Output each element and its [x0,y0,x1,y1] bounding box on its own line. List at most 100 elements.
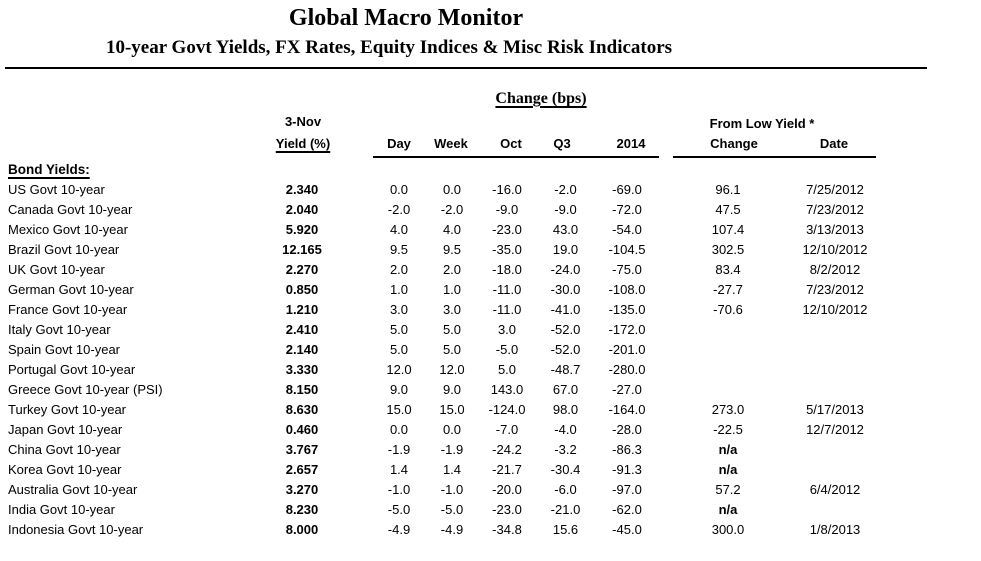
day-change-cell: -2.0 [387,202,411,217]
spacer-cell [658,460,674,480]
table-row: UK Govt 10-year 2.270 2.0 2.0 -18.0 -24.… [0,260,888,280]
oct-change-cell: -18.0 [492,262,522,277]
ytd-2014-change-cell: -45.0 [612,522,642,537]
oct-change-cell: -20.0 [492,482,522,497]
day-change-cell: -5.0 [387,502,411,517]
ytd-2014-column-header: 2014 [616,136,646,151]
week-change-cell: -1.0 [440,482,464,497]
spacer-cell [334,200,373,220]
from-low-change-cell: 96.1 [715,182,741,197]
ytd-2014-change-cell: -97.0 [612,482,642,497]
week-change-cell: 1.4 [442,462,462,477]
row-label: US Govt 10-year [8,182,105,197]
from-low-change-cell: 300.0 [711,522,745,537]
table-row: Japan Govt 10-year 0.460 0.0 0.0 -7.0 -4… [0,420,888,440]
spacer-cell [334,220,373,240]
q3-change-cell: -41.0 [550,302,581,317]
spacer-cell [658,520,674,540]
from-low-date-cell [782,440,888,460]
row-label: Portugal Govt 10-year [8,362,136,377]
week-change-cell: 9.0 [442,382,462,397]
day-change-cell: 0.0 [389,182,409,197]
spacer-cell [658,320,674,340]
spacer-cell [658,340,674,360]
from-low-yield-header: From Low Yield * [709,116,815,131]
row-label: Italy Govt 10-year [8,322,111,337]
bond-yields-section-label: Bond Yields: [8,162,90,177]
q3-change-cell: -21.0 [550,502,581,517]
spacer-cell [334,400,373,420]
q3-change-cell: -48.7 [550,362,581,377]
row-label: German Govt 10-year [8,282,134,297]
spacer-cell [334,180,373,200]
week-change-cell: 12.0 [439,362,465,377]
table-row: Turkey Govt 10-year 8.630 15.0 15.0 -124… [0,400,888,420]
from-low-change-cell: 57.2 [715,482,741,497]
q3-change-cell: 19.0 [552,242,579,257]
change-column-header: Change [710,136,758,151]
table-row: India Govt 10-year 8.230 -5.0 -5.0 -23.0… [0,500,888,520]
yield-cell: 5.920 [285,222,319,237]
yield-cell: 1.210 [285,302,319,317]
spacer-cell [658,180,674,200]
ytd-2014-change-cell: -75.0 [612,262,642,277]
week-change-cell: 3.0 [442,302,462,317]
table-row: German Govt 10-year 0.850 1.0 1.0 -11.0 … [0,280,888,300]
week-change-cell: 0.0 [442,182,462,197]
week-change-cell: -4.9 [440,522,464,537]
spacer-cell [334,360,373,380]
day-change-cell: 2.0 [389,262,409,277]
table-row: Italy Govt 10-year 2.410 5.0 5.0 3.0 -52… [0,320,888,340]
ytd-2014-change-cell: -164.0 [608,402,646,417]
oct-change-cell: -21.7 [492,462,522,477]
from-low-change-cell: 273.0 [711,402,745,417]
table-row: US Govt 10-year 2.340 0.0 0.0 -16.0 -2.0… [0,180,888,200]
spacer-cell [334,440,373,460]
q3-change-cell: -30.4 [550,462,581,477]
row-label: India Govt 10-year [8,502,115,517]
from-low-change-cell: n/a [718,442,738,457]
ytd-2014-change-cell: -201.0 [608,342,646,357]
from-low-date-cell: 7/23/2012 [806,202,864,217]
from-low-change-cell: 47.5 [715,202,741,217]
row-label: China Govt 10-year [8,442,121,457]
day-change-cell: 1.0 [389,282,409,297]
from-low-date-cell: 3/13/2013 [806,222,864,237]
spacer-cell [658,280,674,300]
from-low-columns-divider-line [673,156,876,158]
from-low-change-cell [674,360,782,380]
yield-cell: 2.340 [285,182,319,197]
from-low-date-cell: 1/8/2013 [809,522,861,537]
table-row: China Govt 10-year 3.767 -1.9 -1.9 -24.2… [0,440,888,460]
oct-change-cell: -23.0 [492,222,522,237]
oct-change-cell: -7.0 [495,422,519,437]
q3-change-cell: -2.0 [554,182,577,197]
table-row: Brazil Govt 10-year 12.165 9.5 9.5 -35.0… [0,240,888,260]
date-column-header: Date [819,136,849,151]
q3-change-cell: 98.0 [552,402,579,417]
spacer-cell [334,340,373,360]
spacer-cell [334,300,373,320]
from-low-change-cell [674,320,782,340]
q3-change-cell: 67.0 [552,382,579,397]
yield-cell: 3.767 [285,442,319,457]
q3-change-cell: -4.0 [554,422,577,437]
yield-cell: 8.230 [285,502,319,517]
from-low-date-cell: 7/23/2012 [806,282,864,297]
yield-cell: 2.657 [285,462,319,477]
q3-change-cell: -24.0 [550,262,581,277]
oct-change-cell: -16.0 [492,182,522,197]
from-low-change-cell: n/a [718,502,738,517]
row-label: Turkey Govt 10-year [8,402,127,417]
day-change-cell: 12.0 [386,362,412,377]
yield-cell: 3.270 [285,482,319,497]
from-low-date-cell: 12/10/2012 [802,242,868,257]
week-change-cell: 4.0 [442,222,462,237]
from-low-date-cell: 5/17/2013 [806,402,864,417]
from-low-date-cell [782,500,888,520]
q3-column-header: Q3 [553,136,571,151]
bond-yields-table: US Govt 10-year 2.340 0.0 0.0 -16.0 -2.0… [0,180,888,540]
week-change-cell: 9.5 [442,242,462,257]
from-low-change-cell [674,380,782,400]
spacer-cell [658,240,674,260]
